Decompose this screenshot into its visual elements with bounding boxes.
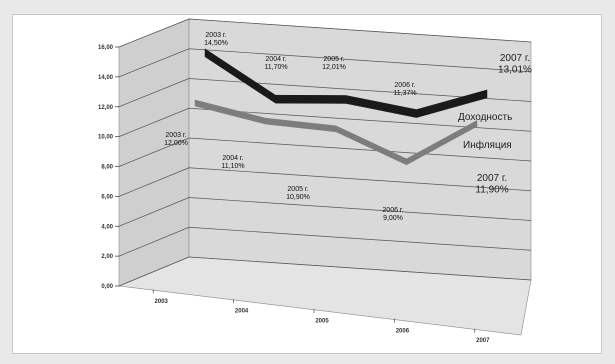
gridline <box>118 256 532 287</box>
y-tick-label: 12,00 <box>98 105 114 111</box>
data-label: 2006 г. 11,37% <box>393 82 416 97</box>
x-tick-label: 2004 <box>235 309 249 315</box>
gridline <box>118 167 532 197</box>
data-label: 2005 г. 12,01% <box>322 56 346 71</box>
y-tick-label: 16,00 <box>98 45 114 51</box>
y-tick-label: 4,00 <box>101 224 113 230</box>
gridline <box>118 48 532 78</box>
data-label: 2004 г. 11,70% <box>264 56 287 71</box>
y-axis-ticks: 0,00 2,00 4,00 6,00 8,00 10,00 12,00 14,00 16,00 <box>98 45 114 290</box>
y-tick-label: 0,00 <box>101 284 113 290</box>
series-name-label: Инфляция <box>463 139 512 151</box>
x-tick-label: 2006 <box>396 328 410 334</box>
x-axis-ticks: 2003 2004 2005 2006 2007 <box>152 289 490 344</box>
data-label: 2006 г. 9,00% <box>382 207 403 222</box>
data-label: 2007 г. 11,90% <box>475 173 508 196</box>
y-tick-label: 8,00 <box>101 165 113 171</box>
series-names: Доходность Инфляция <box>458 112 512 151</box>
gridline <box>118 18 532 48</box>
series-ribbons <box>194 48 488 166</box>
x-tick-label: 2005 <box>315 319 329 325</box>
gridline <box>118 226 532 257</box>
line-chart-3d: 0,00 2,00 4,00 6,00 8,00 10,00 12,00 14,00 16,00… <box>98 18 532 344</box>
y-tick-label: 2,00 <box>101 254 113 260</box>
series-ribbon <box>204 48 488 118</box>
gridline <box>118 107 532 137</box>
y-tick-label: 10,00 <box>98 135 114 141</box>
data-label: 2003 г. 14,50% <box>204 32 228 47</box>
data-label: 2004 г. 11,10% <box>221 155 244 170</box>
chart-frame: 0,00 2,00 4,00 6,00 8,00 10,00 12,00 14,00 16,00… <box>12 14 602 354</box>
data-label: 2007 г. 13,01% <box>498 53 532 76</box>
series-name-label: Доходность <box>458 112 512 123</box>
data-label: 2005 г. 10,90% <box>286 186 310 201</box>
y-tick-label: 14,00 <box>98 75 114 81</box>
x-tick-label: 2003 <box>155 299 169 305</box>
gridline <box>118 197 532 227</box>
gridline <box>118 78 532 108</box>
x-tick-label: 2007 <box>476 338 490 344</box>
series-ribbon <box>194 99 478 166</box>
y-tick-label: 6,00 <box>101 194 113 200</box>
data-label: 2003 г. 12,00% <box>164 132 188 147</box>
data-labels: 2003 г. 14,50% 2004 г. 11,70% 2005 г. 12,01% 2… <box>164 32 532 222</box>
